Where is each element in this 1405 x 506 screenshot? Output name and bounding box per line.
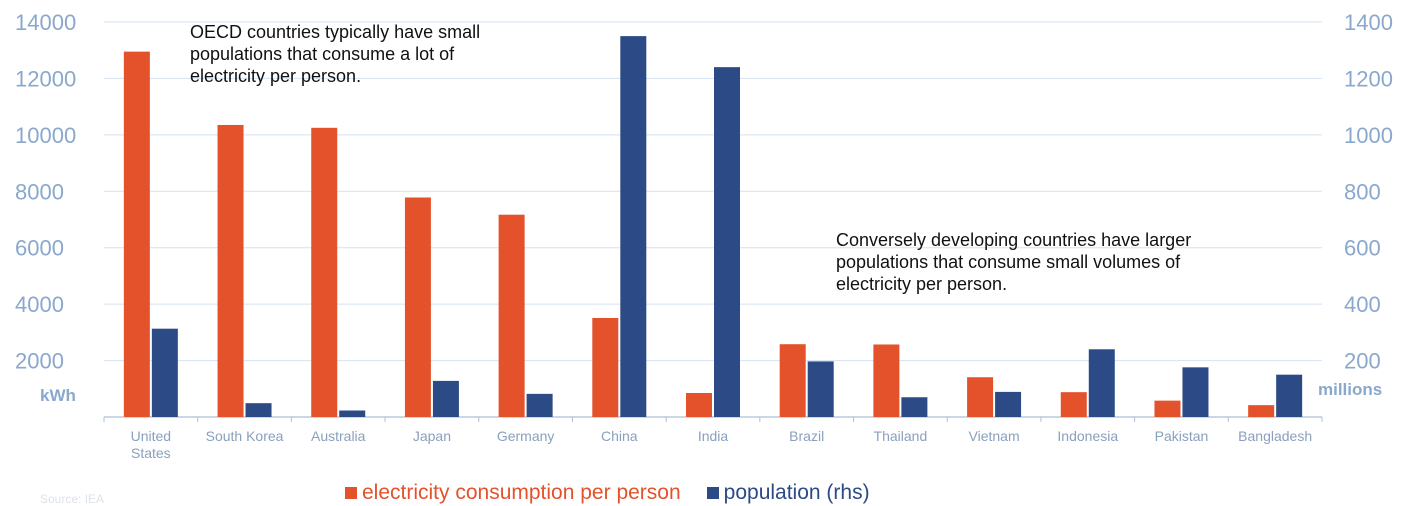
left-tick-label: 6000: [15, 236, 64, 261]
bar-population: [245, 403, 272, 417]
bar-consumption: [217, 124, 244, 417]
left-tick-label: 10000: [15, 123, 76, 148]
oecd-annotation: OECD countries typically have small popu…: [190, 22, 481, 86]
category-label: South Korea: [206, 428, 284, 444]
left-tick-label: 14000: [15, 10, 76, 35]
bar-consumption: [1154, 400, 1181, 417]
category-label: Indonesia: [1057, 428, 1118, 444]
right-tick-label: 1200: [1344, 66, 1393, 91]
right-tick-label: 1400: [1344, 10, 1393, 35]
right-tick-label: 200: [1344, 349, 1381, 374]
left-tick-label: 12000: [15, 66, 76, 91]
bar-population: [339, 410, 366, 417]
developing-annotation: Conversely developing countries have lar…: [836, 230, 1192, 294]
legend-label-population: population (rhs): [723, 481, 870, 504]
legend: electricity consumption per person popul…: [345, 480, 896, 506]
category-label: Thailand: [874, 428, 928, 444]
category-label: Pakistan: [1155, 428, 1209, 444]
bar-consumption: [592, 317, 619, 417]
left-tick-label: 8000: [15, 179, 64, 204]
bar-population: [901, 397, 928, 417]
bar-population: [151, 328, 178, 417]
left-tick-label: 4000: [15, 292, 64, 317]
legend-swatch-population: [706, 487, 719, 499]
bar-consumption: [873, 344, 900, 417]
right-tick-label: 800: [1344, 179, 1381, 204]
right-axis-unit: millions: [1318, 380, 1383, 399]
bar-consumption: [1248, 405, 1275, 417]
left-tick-label: 2000: [15, 349, 64, 374]
bar-consumption: [1060, 392, 1087, 417]
category-label: China: [601, 428, 638, 444]
bar-population: [1182, 367, 1209, 417]
legend-swatch-consumption: [345, 487, 357, 499]
source-note: Source: IEA: [40, 492, 105, 506]
category-label: United States: [131, 428, 171, 461]
legend-label-consumption: electricity consumption per person: [362, 481, 681, 504]
bar-population: [432, 380, 459, 417]
bar-consumption: [311, 127, 338, 417]
bar-population: [1088, 349, 1115, 417]
legend-item-consumption: electricity consumption per person: [345, 481, 681, 505]
bar-population: [1276, 374, 1303, 417]
legend-item-population: population (rhs): [706, 481, 870, 505]
bar-population: [995, 391, 1022, 417]
category-label: Bangladesh: [1238, 428, 1312, 444]
category-label: Germany: [497, 428, 555, 444]
right-tick-label: 400: [1344, 292, 1381, 317]
bar-population: [526, 393, 553, 417]
bar-consumption: [404, 197, 431, 417]
category-label: Australia: [311, 428, 366, 444]
bar-population: [714, 67, 740, 418]
bar-consumption: [498, 214, 525, 417]
bar-consumption: [779, 344, 806, 417]
bar-population: [807, 361, 834, 417]
category-label: Vietnam: [969, 428, 1020, 444]
category-label: Brazil: [789, 428, 824, 444]
bar-consumption: [123, 51, 150, 417]
right-tick-label: 1000: [1344, 123, 1393, 148]
left-axis-unit: kWh: [40, 386, 76, 405]
bar-consumption: [686, 393, 712, 417]
bar-consumption: [967, 377, 994, 417]
bar-population: [620, 36, 647, 417]
category-label: Japan: [413, 428, 451, 444]
right-tick-label: 600: [1344, 236, 1381, 261]
category-label: India: [698, 428, 729, 444]
